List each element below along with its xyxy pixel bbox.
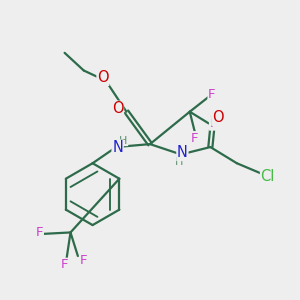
Text: F: F bbox=[36, 226, 43, 239]
Text: F: F bbox=[80, 254, 88, 267]
Text: F: F bbox=[210, 117, 217, 130]
Text: F: F bbox=[61, 258, 68, 271]
Text: Cl: Cl bbox=[261, 169, 275, 184]
Text: O: O bbox=[97, 70, 109, 86]
Text: O: O bbox=[212, 110, 224, 125]
Text: F: F bbox=[190, 132, 198, 145]
Text: N: N bbox=[112, 140, 123, 155]
Text: F: F bbox=[208, 88, 216, 100]
Text: H: H bbox=[175, 157, 184, 167]
Text: N: N bbox=[177, 146, 188, 160]
Text: H: H bbox=[119, 136, 128, 146]
Text: O: O bbox=[112, 101, 123, 116]
